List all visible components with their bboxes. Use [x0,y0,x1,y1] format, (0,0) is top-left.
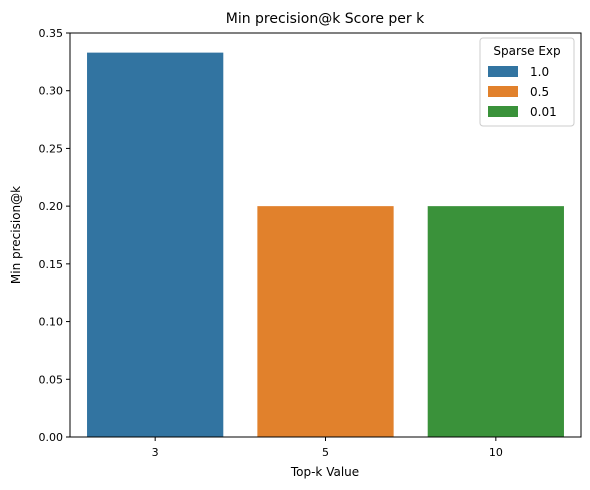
legend: Sparse Exp 1.0 0.5 0.01 [479,37,575,127]
bar-10 [427,206,564,437]
y-tick-label: 0.20 [39,200,64,213]
legend-swatch [488,86,518,97]
bar-3 [87,52,224,437]
bars-group [87,52,564,437]
legend-title: Sparse Exp [493,44,560,58]
y-axis-label: Min precision@k [9,186,23,284]
y-tick-label: 0.35 [39,27,64,40]
legend-label: 0.01 [530,105,557,119]
x-axis-label: Top-k Value [290,465,359,479]
x-tick-label: 10 [489,446,503,459]
legend-items: 1.0 0.5 0.01 [488,65,557,119]
y-tick-label: 0.15 [39,258,64,271]
y-tick-label: 0.00 [39,431,64,444]
y-axis: 0.00 0.05 0.10 0.15 0.20 0.25 0.30 0.35 [39,27,70,444]
x-tick-label: 5 [322,446,329,459]
x-axis: 3 5 10 [152,437,503,459]
y-tick-label: 0.10 [39,316,64,329]
legend-box [479,37,575,127]
legend-label: 0.5 [530,85,549,99]
x-tick-label: 3 [152,446,159,459]
legend-label: 1.0 [530,65,549,79]
plot-frame [69,32,582,438]
y-tick-label: 0.30 [39,85,64,98]
chart-title: Min precision@k Score per k [226,11,425,27]
legend-swatch [488,106,518,117]
bar-5 [257,206,394,437]
y-tick-label: 0.25 [39,142,64,155]
legend-swatch [488,66,518,77]
y-tick-label: 0.05 [39,373,64,386]
